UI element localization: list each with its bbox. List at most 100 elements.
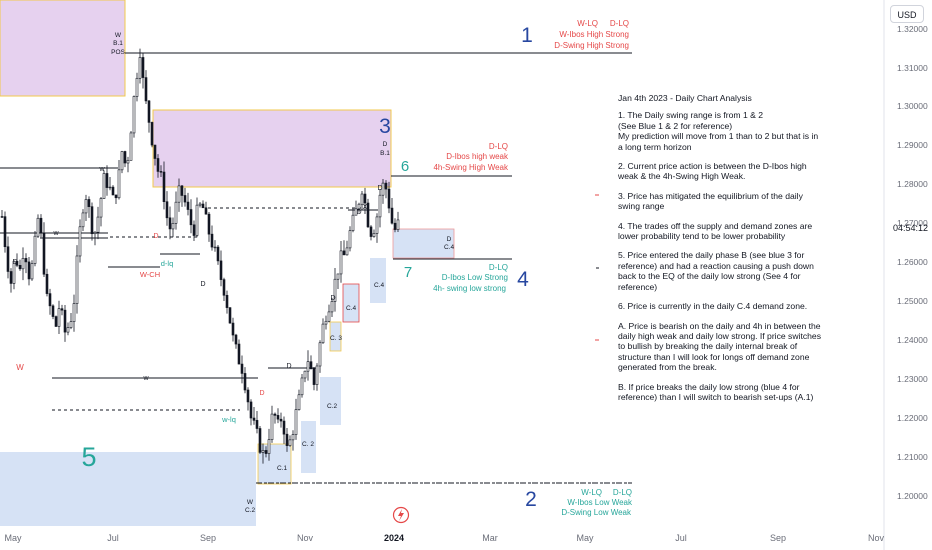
candle-body: [111, 186, 115, 196]
candle-body: [138, 57, 142, 79]
c4-4h-label: C.4: [374, 282, 385, 289]
candle-body: [240, 363, 244, 374]
d-letter-8: D: [330, 295, 335, 302]
candle-body: [171, 222, 175, 230]
candle-body: [222, 279, 226, 296]
d-letter-3: D: [200, 281, 205, 288]
mid-green-line2: 4h- swing low strong: [433, 284, 506, 293]
candle-body: [297, 394, 301, 410]
candle-body: [120, 151, 124, 171]
pos-label: POS: [111, 49, 125, 56]
candle-body: [318, 342, 322, 367]
price-tick-label: 1.22000: [897, 412, 928, 423]
candle-body: [204, 207, 208, 215]
candle-body: [180, 185, 184, 196]
candle-body: [246, 389, 250, 403]
w-letter-1: w: [52, 230, 59, 237]
price-tick-label: 1.27000: [897, 218, 928, 229]
candle-body: [114, 194, 118, 199]
candle-body: [330, 301, 334, 313]
candle-body: [54, 316, 58, 327]
lightning-icon[interactable]: [392, 506, 410, 524]
candle-body: [369, 226, 373, 237]
mid-green-line1: D-Ibos Low Strong: [442, 273, 508, 282]
candle-body: [15, 260, 19, 266]
price-tick-label: 1.30000: [897, 101, 928, 112]
c3-label-line: C. 3: [330, 335, 342, 342]
candle-body: [96, 216, 100, 233]
zones-layer: [0, 0, 455, 526]
mid-red-line2: 4h-Swing High Weak: [433, 163, 509, 172]
candle-body: [390, 207, 394, 224]
w-letter-3: w: [142, 375, 149, 382]
number-6: 6: [401, 158, 409, 175]
candle-body: [198, 203, 202, 206]
daily-c4-demand-zone: [392, 228, 455, 259]
w-lq-label: w-lq: [221, 415, 236, 424]
candle-body: [0, 216, 4, 218]
candle-body: [333, 278, 337, 302]
weekly-demand-zone: [0, 452, 256, 526]
c2-small-label: C. 2: [302, 441, 314, 448]
candle-body: [99, 198, 103, 218]
price-tick-label: 1.23000: [897, 374, 928, 384]
c4-label: C.4: [346, 305, 357, 312]
d-c4-c: C.4: [444, 244, 455, 251]
candle-body: [6, 246, 10, 272]
candle-body: [24, 258, 28, 263]
candle-body: [294, 409, 298, 435]
mid-red-title: D-LQ: [489, 142, 508, 151]
w-b1-w: W: [115, 32, 122, 39]
time-tick-label: Sep: [769, 533, 787, 543]
right-markers: [595, 194, 599, 341]
candle-body: [243, 373, 247, 391]
d-letter-7: D: [377, 185, 382, 192]
w-c2-w: W: [247, 499, 254, 506]
candle-body: [381, 182, 385, 196]
notes-point-5: 5. Price entered the daily phase B (see …: [618, 250, 814, 292]
w-letter-2: w: [98, 166, 105, 173]
candle-body: [144, 77, 148, 102]
candle-body: [363, 193, 367, 204]
candle-body: [306, 361, 310, 372]
dashed-lines: [52, 207, 632, 484]
candle-body: [147, 100, 151, 123]
candle-body: [345, 247, 349, 256]
candle-body: [90, 206, 94, 235]
candles-layer: [0, 48, 400, 464]
d-letter-2: D: [153, 233, 158, 240]
candle-body: [276, 415, 280, 420]
bottom-line1: W-Ibos Low Weak: [567, 498, 633, 507]
d-lq-label: d-lq: [161, 259, 174, 268]
c2-label: C.2: [327, 403, 338, 410]
candle-body: [48, 293, 52, 307]
c2-small-line: C. 2: [302, 441, 314, 448]
candle-body: [66, 327, 70, 333]
notes-point-6: 6. Price is currently in the daily C.4 d…: [618, 301, 808, 312]
currency-button[interactable]: USD: [890, 5, 924, 23]
d-b1-b: B.1: [380, 150, 390, 157]
notes-point-a: A. Price is bearish on the daily and 4h …: [618, 320, 822, 373]
candle-body: [270, 413, 274, 440]
candle-body: [18, 265, 22, 270]
red-w-letter: W: [16, 363, 24, 372]
candle-body: [342, 250, 346, 256]
c1-label: C.1: [277, 465, 288, 472]
candle-body: [321, 323, 325, 344]
time-tick-label: May: [576, 533, 594, 543]
candle-body: [261, 450, 265, 453]
candle-body: [372, 233, 376, 237]
candle-body: [165, 201, 169, 219]
candle-body: [60, 308, 64, 311]
candle-body: [315, 365, 319, 385]
candle-body: [237, 343, 241, 365]
candle-body: [45, 273, 49, 294]
d-b1-d: D: [383, 141, 388, 148]
candle-body: [177, 185, 181, 203]
d-letter-1: D: [12, 259, 17, 266]
candle-body: [258, 428, 262, 453]
candle-body: [141, 57, 145, 78]
candle-body: [12, 260, 16, 284]
candle-body: [105, 173, 109, 188]
